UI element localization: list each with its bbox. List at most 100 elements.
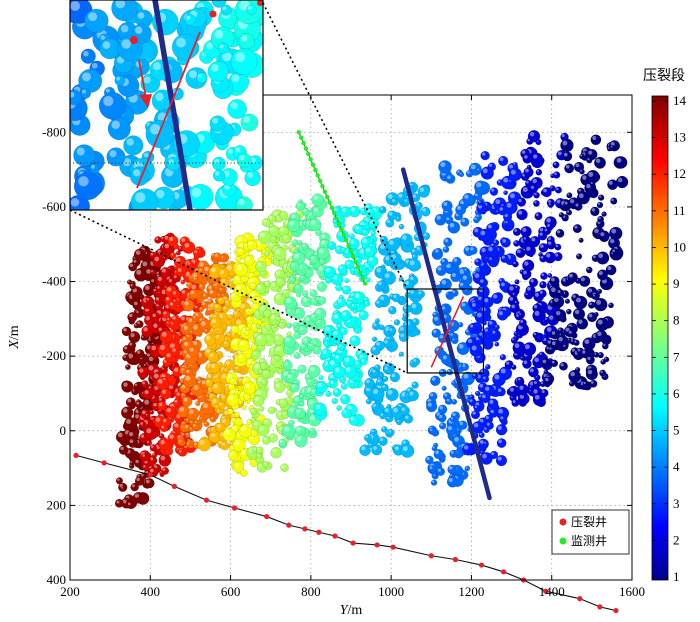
point-highlight <box>289 220 295 226</box>
scatter-point <box>133 382 141 390</box>
monitor-well-point <box>346 243 351 248</box>
point-highlight <box>175 257 181 263</box>
scatter-point <box>374 299 384 309</box>
scatter-point <box>469 343 483 358</box>
scatter-point <box>441 385 447 391</box>
monitor-well-point <box>320 184 325 189</box>
point-highlight <box>399 352 402 355</box>
scatter-point <box>132 258 141 267</box>
point-highlight <box>247 420 250 423</box>
scatter-point <box>273 381 286 393</box>
scatter-point <box>366 255 379 267</box>
point-highlight <box>252 304 257 309</box>
point-highlight <box>346 301 351 305</box>
scatter-point <box>526 137 534 145</box>
point-highlight <box>355 361 359 365</box>
point-highlight <box>433 312 436 316</box>
point-highlight <box>451 273 456 277</box>
point-highlight <box>287 323 290 326</box>
scatter-point <box>297 364 307 374</box>
scatter-point <box>451 380 457 386</box>
scatter-point <box>256 446 264 454</box>
point-highlight <box>148 356 154 362</box>
scatter-point <box>438 422 447 430</box>
scatter-point <box>236 247 245 256</box>
point-highlight <box>78 176 89 187</box>
scatter-point <box>176 266 187 277</box>
point-highlight <box>534 394 540 400</box>
inset-point <box>166 156 181 172</box>
point-highlight <box>124 346 128 350</box>
point-highlight <box>199 262 204 267</box>
scatter-point <box>308 427 316 435</box>
point-highlight <box>501 282 505 287</box>
point-highlight <box>160 455 166 461</box>
point-highlight <box>436 215 441 220</box>
point-highlight <box>245 327 248 330</box>
point-highlight <box>379 437 384 442</box>
legend-marker <box>559 537 567 545</box>
scatter-point <box>539 254 548 263</box>
point-highlight <box>464 445 469 450</box>
inset-point <box>212 169 226 182</box>
scatter-point <box>182 299 195 312</box>
point-highlight <box>294 396 299 401</box>
point-highlight <box>597 289 600 292</box>
point-highlight <box>333 314 338 319</box>
point-highlight <box>533 332 537 336</box>
scatter-point <box>157 400 167 411</box>
point-highlight <box>245 309 249 312</box>
point-highlight <box>494 374 500 380</box>
point-highlight <box>137 350 141 354</box>
scatter-point <box>360 357 368 366</box>
point-highlight <box>133 169 141 177</box>
point-highlight <box>130 283 133 287</box>
point-highlight <box>123 382 128 387</box>
point-highlight <box>221 373 227 379</box>
scatter-point <box>528 385 534 391</box>
scatter-point <box>217 296 226 305</box>
point-highlight <box>251 361 255 365</box>
scatter-point <box>255 261 267 273</box>
scatter-point <box>473 216 480 224</box>
inset-point <box>123 135 144 156</box>
point-highlight <box>221 419 226 423</box>
point-highlight <box>597 319 603 325</box>
point-highlight <box>212 398 217 403</box>
point-highlight <box>384 408 389 413</box>
point-highlight <box>522 187 528 193</box>
point-highlight <box>282 245 285 248</box>
scatter-point <box>325 390 332 398</box>
colorbar-tick-label: 12 <box>673 166 686 181</box>
scatter-point <box>261 218 271 228</box>
scatter-point <box>379 235 388 245</box>
point-highlight <box>257 447 260 451</box>
scatter-point <box>554 186 562 194</box>
point-highlight <box>289 277 293 281</box>
inset-point <box>70 89 82 105</box>
point-highlight <box>159 344 165 351</box>
scatter-point <box>237 339 251 352</box>
point-highlight <box>310 415 316 421</box>
point-highlight <box>146 353 151 357</box>
point-highlight <box>582 350 586 354</box>
point-highlight <box>452 412 456 417</box>
point-highlight <box>467 171 470 174</box>
scatter-point <box>287 218 301 233</box>
point-highlight <box>493 294 498 299</box>
point-highlight <box>594 228 599 234</box>
scatter-point <box>517 383 530 396</box>
point-highlight <box>365 247 370 252</box>
point-highlight <box>236 256 239 259</box>
point-highlight <box>234 462 239 467</box>
scatter-points <box>114 130 629 510</box>
point-highlight <box>402 446 408 452</box>
point-highlight <box>462 364 466 368</box>
scatter-point <box>162 377 168 383</box>
point-highlight <box>404 199 408 202</box>
point-highlight <box>577 254 580 257</box>
monitor-well-point <box>348 248 354 254</box>
point-highlight <box>480 230 486 236</box>
point-highlight <box>225 360 230 365</box>
scatter-point <box>188 426 195 433</box>
